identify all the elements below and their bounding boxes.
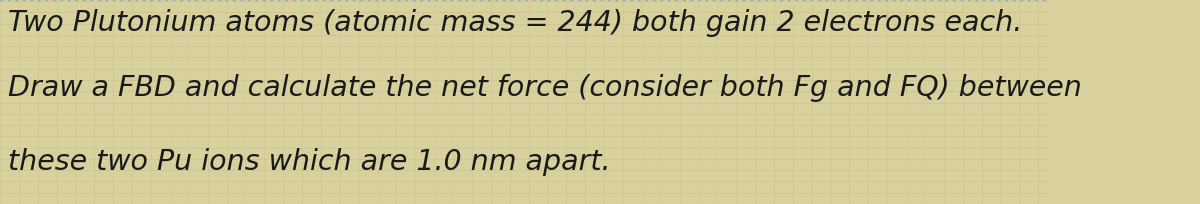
Text: Draw a FBD and calculate the net force (consider both Fg and FQ) between: Draw a FBD and calculate the net force (… (8, 74, 1082, 102)
Text: these two Pu ions which are 1.0 nm apart.: these two Pu ions which are 1.0 nm apart… (8, 147, 611, 175)
Text: Two Plutonium atoms (atomic mass = 244) both gain 2 electrons each.: Two Plutonium atoms (atomic mass = 244) … (8, 9, 1022, 37)
